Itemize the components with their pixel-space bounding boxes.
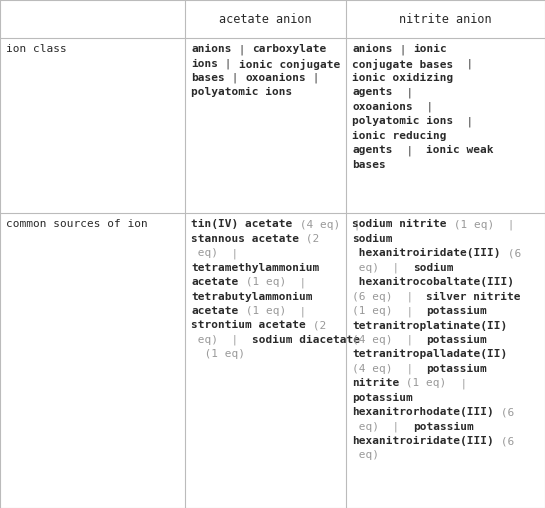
Text: |: | <box>379 422 413 432</box>
Text: sodium diacetate: sodium diacetate <box>252 335 360 345</box>
Text: |: | <box>453 116 474 127</box>
Text: tetranitroplatinate(II): tetranitroplatinate(II) <box>352 321 507 331</box>
Text: |: | <box>392 87 413 98</box>
Text: ionic reducing: ionic reducing <box>352 131 446 141</box>
Text: potassium: potassium <box>426 364 487 374</box>
Text: agents: agents <box>352 87 392 98</box>
Text: |: | <box>232 44 252 54</box>
Text: tin(IV) acetate: tin(IV) acetate <box>191 219 293 230</box>
Text: conjugate bases: conjugate bases <box>352 58 453 70</box>
Text: anions: anions <box>191 44 232 54</box>
Text: hexanitrocobaltate(III): hexanitrocobaltate(III) <box>352 277 514 287</box>
Text: tetramethylammonium: tetramethylammonium <box>191 263 319 273</box>
Text: bases: bases <box>352 160 386 170</box>
Text: (1 eq)  |: (1 eq) | <box>446 219 514 230</box>
Text: nitrite: nitrite <box>352 378 399 388</box>
Text: (6: (6 <box>500 248 521 258</box>
Text: eq): eq) <box>191 335 219 345</box>
Text: |: | <box>392 44 413 54</box>
Text: carboxylate: carboxylate <box>252 44 326 54</box>
Text: (6: (6 <box>494 436 514 446</box>
Text: |: | <box>453 58 474 69</box>
Text: ionic oxidizing: ionic oxidizing <box>352 73 453 83</box>
Text: oxoanions: oxoanions <box>245 73 306 83</box>
Text: potassium: potassium <box>426 306 487 316</box>
Text: anions: anions <box>352 44 392 54</box>
Text: agents: agents <box>352 145 392 155</box>
Text: silver nitrite: silver nitrite <box>426 292 521 302</box>
Text: eq): eq) <box>352 451 379 460</box>
Text: |: | <box>392 335 426 345</box>
Text: polyatomic ions: polyatomic ions <box>191 87 293 98</box>
Text: potassium: potassium <box>426 335 487 345</box>
Text: common sources of ion: common sources of ion <box>6 219 148 229</box>
Text: |: | <box>392 306 426 316</box>
Text: potassium: potassium <box>413 422 474 432</box>
Text: bases: bases <box>191 73 225 83</box>
Text: (1 eq): (1 eq) <box>399 378 446 388</box>
Text: hexanitroiridate(III): hexanitroiridate(III) <box>352 248 500 258</box>
Text: |: | <box>392 145 426 156</box>
Text: |: | <box>219 58 239 69</box>
Text: sodium: sodium <box>413 263 453 273</box>
Text: |: | <box>413 102 433 112</box>
Text: |: | <box>446 378 467 389</box>
Text: (6: (6 <box>494 407 514 417</box>
Text: acetate anion: acetate anion <box>220 13 312 25</box>
Text: (1 eq): (1 eq) <box>239 277 286 287</box>
Text: |: | <box>286 306 306 316</box>
Text: eq): eq) <box>352 263 379 273</box>
Text: (2: (2 <box>299 234 319 244</box>
Text: acetate: acetate <box>191 306 239 316</box>
Text: sodium: sodium <box>352 234 392 244</box>
Text: sodium nitrite: sodium nitrite <box>352 219 446 229</box>
Text: ion class: ion class <box>6 44 66 54</box>
Text: |: | <box>225 73 245 83</box>
Text: (6 eq): (6 eq) <box>352 292 392 302</box>
Text: |: | <box>392 364 426 374</box>
Text: |: | <box>306 73 326 83</box>
Text: |: | <box>392 292 426 302</box>
Text: tetranitropalladate(II): tetranitropalladate(II) <box>352 350 507 359</box>
Text: |: | <box>379 263 413 273</box>
Text: nitrite anion: nitrite anion <box>399 13 492 25</box>
Text: ionic weak: ionic weak <box>426 145 494 155</box>
Text: ions: ions <box>191 58 219 69</box>
Text: eq): eq) <box>191 248 219 258</box>
Text: oxoanions: oxoanions <box>352 102 413 112</box>
Text: (4 eq)  |: (4 eq) | <box>293 219 360 230</box>
Text: acetate: acetate <box>191 277 239 287</box>
Text: (4 eq): (4 eq) <box>352 364 392 374</box>
Text: potassium: potassium <box>352 393 413 403</box>
Text: (4 eq): (4 eq) <box>352 335 392 345</box>
Text: strontium acetate: strontium acetate <box>191 321 306 331</box>
Text: |: | <box>219 335 252 345</box>
Text: polyatomic ions: polyatomic ions <box>352 116 453 126</box>
Text: (1 eq): (1 eq) <box>239 306 286 316</box>
Text: ionic: ionic <box>413 44 446 54</box>
Text: ionic conjugate: ionic conjugate <box>239 58 340 70</box>
Text: |: | <box>219 248 239 259</box>
Text: hexanitrorhodate(III): hexanitrorhodate(III) <box>352 407 494 417</box>
Text: stannous acetate: stannous acetate <box>191 234 299 244</box>
Text: (1 eq): (1 eq) <box>352 306 392 316</box>
Text: hexanitroiridate(III): hexanitroiridate(III) <box>352 436 494 446</box>
Text: eq): eq) <box>352 422 379 432</box>
Text: |: | <box>286 277 306 288</box>
Text: (1 eq): (1 eq) <box>191 350 245 359</box>
Text: tetrabutylammonium: tetrabutylammonium <box>191 292 313 302</box>
Text: (2: (2 <box>306 321 326 331</box>
